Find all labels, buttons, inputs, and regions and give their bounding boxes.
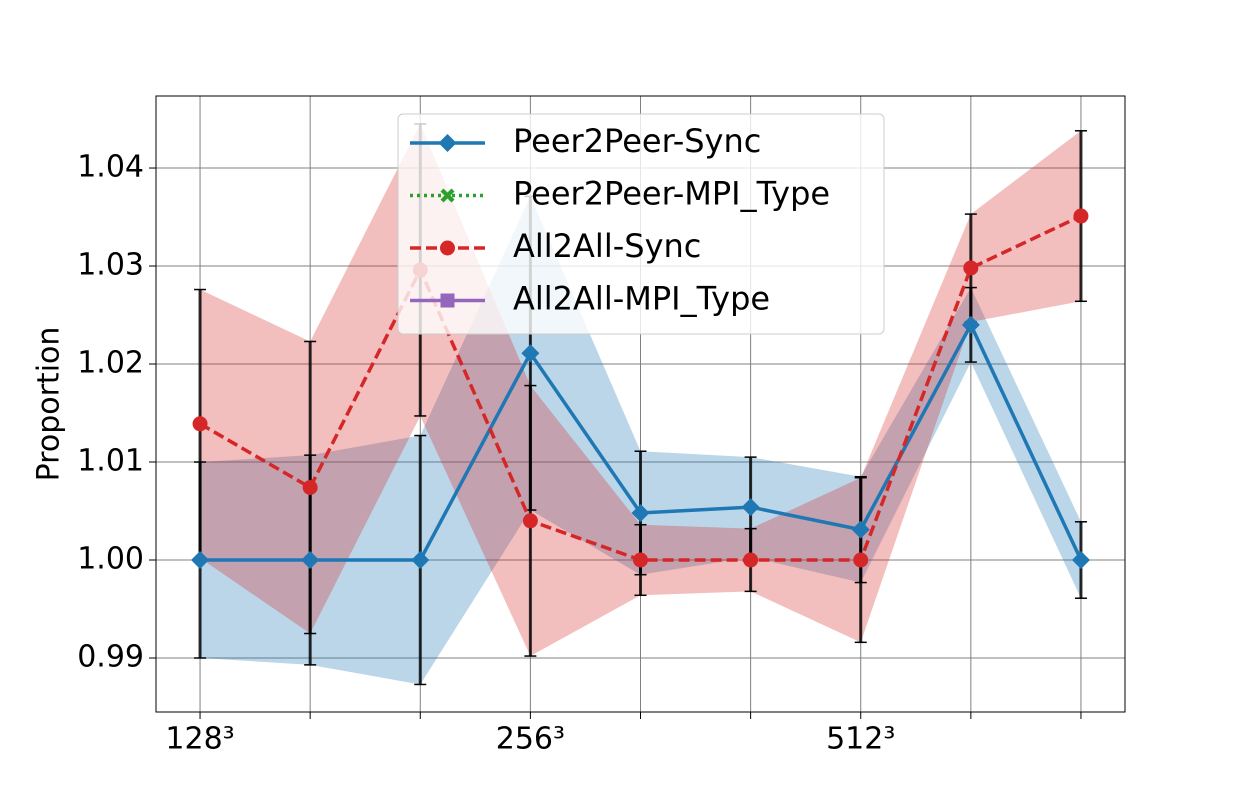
marker (963, 260, 979, 276)
marker (961, 315, 980, 334)
legend-box (397, 113, 885, 335)
x-tick-label: 512³ (826, 722, 895, 757)
marker (440, 240, 455, 256)
marker (440, 188, 455, 203)
marker (411, 551, 430, 570)
marker (853, 552, 869, 568)
x-tick-label: 128³ (165, 722, 234, 757)
marker (522, 513, 538, 529)
legend-label: Peer2Peer-Sync (513, 122, 761, 160)
marker (440, 293, 455, 308)
y-tick-label: 1.00 (77, 542, 144, 577)
y-tick-label: 1.02 (77, 346, 144, 381)
y-tick-label: 1.01 (77, 444, 144, 479)
marker (633, 552, 648, 568)
marker (631, 503, 650, 522)
marker (438, 134, 457, 152)
marker (1073, 208, 1089, 224)
legend-label: Peer2Peer-MPI_Type (513, 175, 830, 213)
y-tick-label: 1.03 (77, 248, 144, 283)
y-tick-label: 0.99 (77, 640, 144, 675)
marker (302, 479, 318, 495)
marker (741, 498, 760, 517)
marker (191, 551, 210, 570)
marker (851, 520, 870, 539)
legend: Peer2Peer-Sync Peer2Peer-MPI_Type All2All-… (397, 113, 885, 335)
y-axis-label: Proportion (32, 327, 67, 482)
legend-label: All2All-MPI_Type (513, 280, 770, 318)
marker (301, 551, 320, 570)
marker (1071, 551, 1090, 570)
legend-label: All2All-Sync (513, 227, 701, 265)
marker (192, 416, 208, 432)
y-tick-label: 1.04 (77, 150, 144, 185)
marker (521, 344, 540, 363)
marker (743, 552, 759, 568)
plot-frame (155, 95, 1126, 713)
x-tick-label: 256³ (496, 722, 565, 757)
